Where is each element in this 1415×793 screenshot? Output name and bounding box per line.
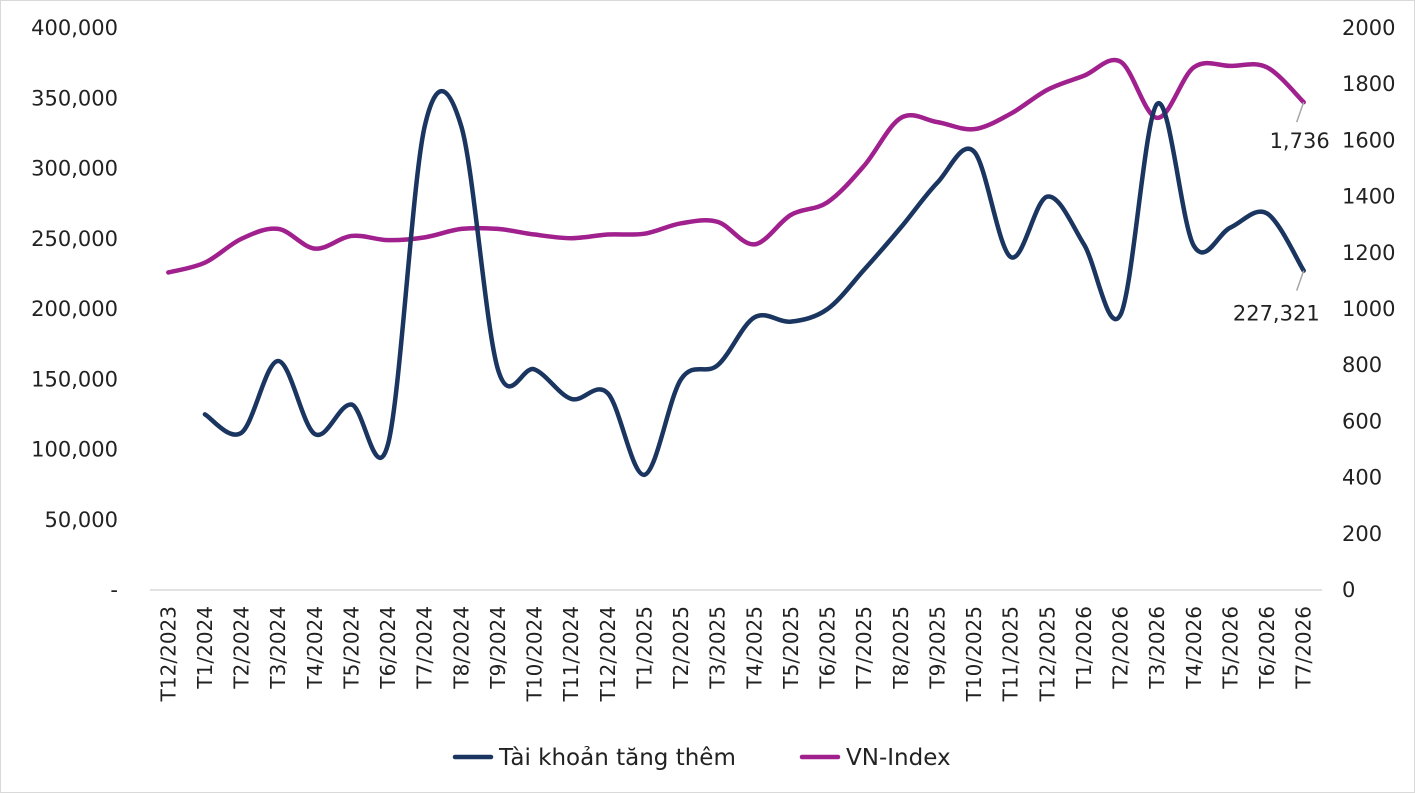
x-tick-label: T7/2024 [413,606,437,690]
x-tick-label: T3/2025 [706,606,730,690]
left-y-tick-label: 50,000 [45,508,118,532]
right-y-tick-label: 800 [1342,353,1382,377]
left-y-tick-label: 250,000 [31,227,118,251]
right-y-tick-label: 1400 [1342,185,1395,209]
right-y-tick-label: 1000 [1342,297,1395,321]
accounts-series-line [202,88,1306,478]
vnindex-end-label: 1,736 [1270,129,1330,153]
x-tick-label: T3/2026 [1145,606,1169,690]
right-y-tick-label: 200 [1342,522,1382,546]
accounts-end-label-leader [1295,270,1305,291]
x-tick-label: T7/2026 [1292,606,1316,690]
vnindex-series-line [166,57,1306,275]
left-y-axis: - 50,000 100,000 150,000 200,000 250,000 300,0… [31,16,118,602]
x-tick-label: T10/2024 [523,606,547,702]
x-tick-label: T8/2025 [889,606,913,690]
x-tick-label: T9/2025 [925,606,949,690]
x-axis: T12/2023 T1/2024 T2/2024 T3/2024 T4/2024 T5/2… [156,606,1315,702]
right-y-tick-label: 1600 [1342,128,1395,152]
data-labels: 227,321 1,736 [1233,101,1330,326]
x-tick-label: T10/2025 [962,606,986,702]
x-tick-label: T4/2025 [742,606,766,690]
left-y-tick-label: 150,000 [31,367,118,391]
x-tick-label: T9/2024 [486,606,510,690]
left-y-tick-label: 100,000 [31,438,118,462]
x-tick-label: T2/2025 [669,606,693,690]
left-y-tick-label: 350,000 [31,86,118,110]
series-layer [166,57,1306,478]
x-tick-label: T4/2026 [1182,606,1206,690]
left-y-tick-label: 200,000 [31,297,118,321]
x-tick-label: T1/2025 [632,606,656,690]
accounts-end-label: 227,321 [1233,302,1320,326]
left-y-tick-label: 400,000 [31,16,118,40]
x-tick-label: T3/2024 [266,606,290,690]
x-tick-label: T4/2024 [303,606,327,690]
x-tick-label: T12/2023 [156,606,180,702]
left-y-tick-label: 300,000 [31,157,118,181]
x-tick-label: T6/2026 [1255,606,1279,690]
x-tick-label: T5/2025 [779,606,803,690]
x-tick-label: T5/2026 [1218,606,1242,690]
x-tick-label: T6/2025 [816,606,840,690]
legend-item-accounts-label: Tài khoản tăng thêm [498,745,736,771]
x-tick-label: T6/2024 [376,606,400,690]
right-y-tick-label: 1200 [1342,241,1395,265]
x-tick-label: T11/2024 [559,606,583,702]
left-y-tick-label: - [110,578,118,602]
x-tick-label: T2/2026 [1109,606,1133,690]
right-y-tick-label: 400 [1342,466,1382,490]
x-tick-label: T12/2025 [1035,606,1059,702]
legend: Tài khoản tăng thêm VN-Index [452,745,951,771]
x-tick-label: T1/2024 [193,606,217,690]
x-tick-label: T1/2026 [1072,606,1096,690]
legend-item-vnindex-label: VN-Index [846,745,951,771]
right-y-tick-label: 1800 [1342,72,1395,96]
right-y-tick-label: 0 [1342,578,1355,602]
x-tick-label: T11/2025 [999,606,1023,702]
right-y-axis: 0 200 400 600 800 1000 1200 1400 1600 1800 2000 [1342,16,1395,602]
x-tick-label: T2/2024 [230,606,254,690]
x-tick-label: T5/2024 [339,606,363,690]
x-tick-label: T8/2024 [449,606,473,690]
right-y-tick-label: 2000 [1342,16,1395,40]
x-tick-label: T12/2024 [596,606,620,702]
right-y-tick-label: 600 [1342,409,1382,433]
vnindex-end-label-leader [1295,101,1305,123]
x-tick-label: T7/2025 [852,606,876,690]
